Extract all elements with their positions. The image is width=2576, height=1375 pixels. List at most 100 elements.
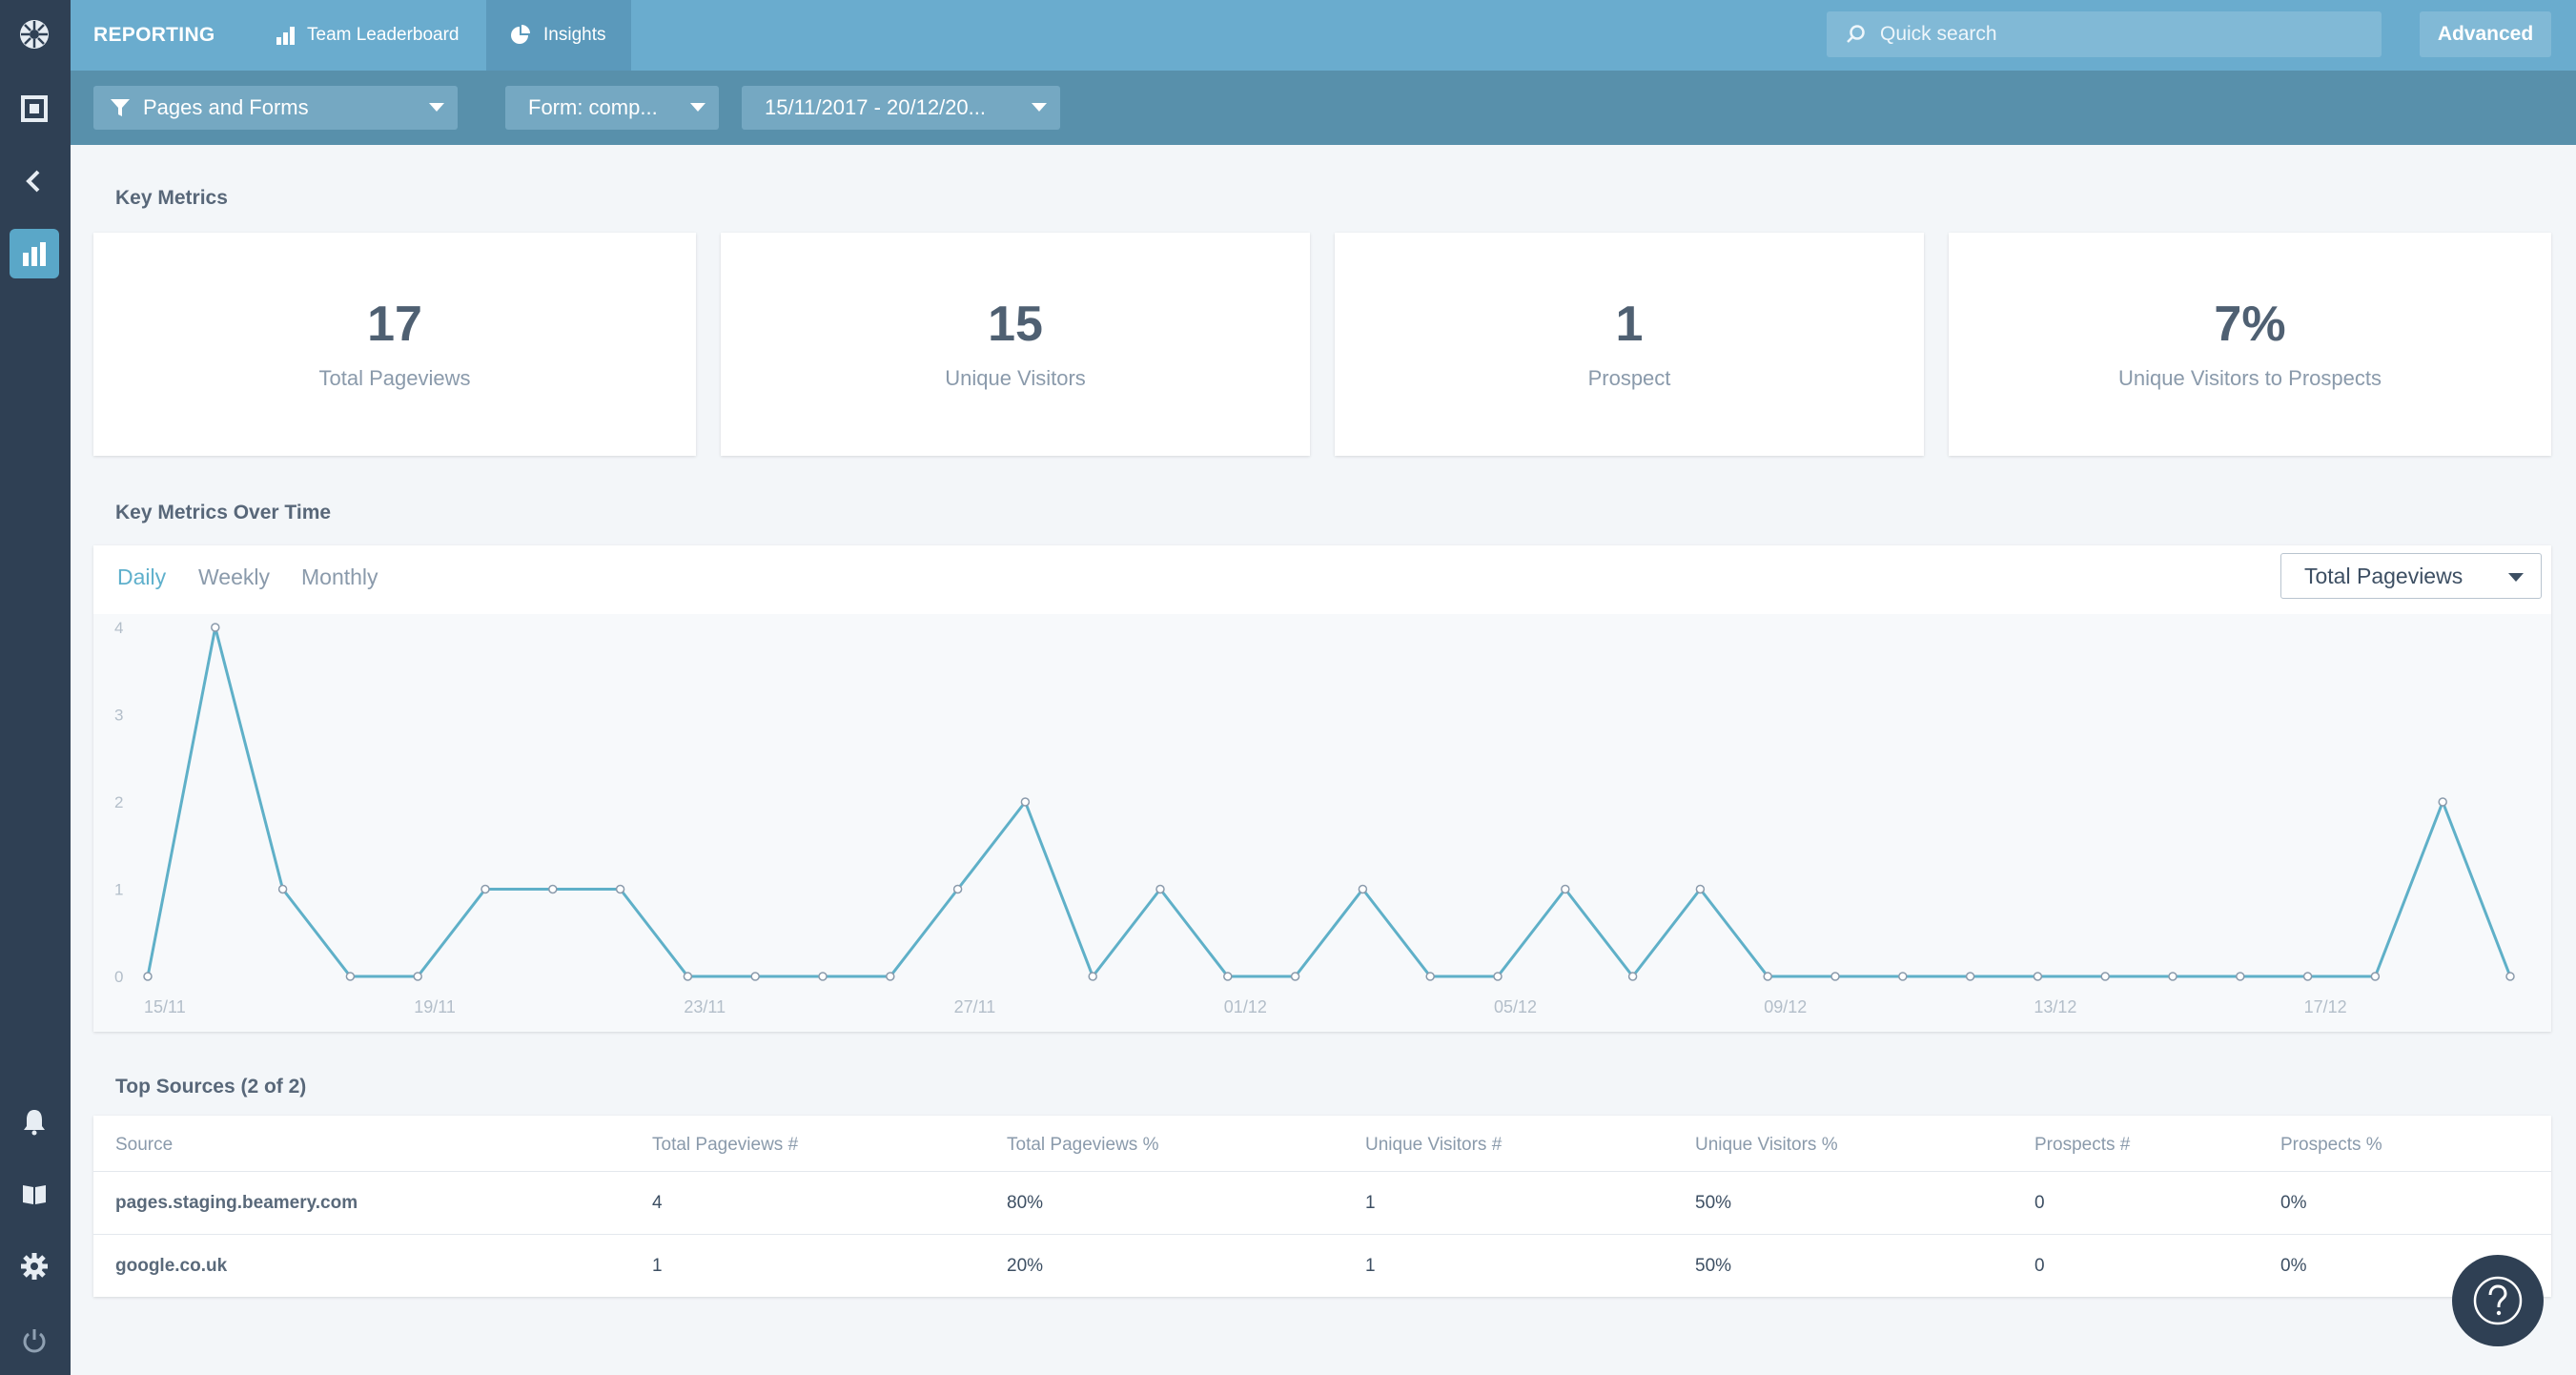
brand-title: REPORTING [93, 24, 215, 46]
collapse-icon[interactable] [10, 156, 59, 206]
table-cell: 50% [1695, 1256, 1732, 1276]
data-point[interactable] [1561, 884, 1570, 894]
y-tick-label: 3 [114, 707, 123, 725]
data-point[interactable] [952, 884, 963, 894]
series-line [146, 626, 2512, 978]
metric-select-value: Total Pageviews [2304, 563, 2464, 588]
gear-icon[interactable] [10, 1242, 59, 1291]
tab-label: Insights [543, 25, 606, 45]
book-icon[interactable] [10, 1169, 59, 1219]
y-tick-label: 4 [114, 619, 123, 637]
column-header: Total Pageviews # [652, 1135, 799, 1155]
data-point[interactable] [1898, 972, 1908, 981]
search-placeholder: Quick search [1880, 23, 1997, 45]
form-filter-dropdown[interactable]: Form: comp... [505, 86, 719, 130]
table-cell: 1 [1365, 1193, 1376, 1213]
x-tick-label: 05/12 [1494, 997, 1537, 1016]
data-point[interactable] [277, 884, 288, 894]
data-point[interactable] [1425, 972, 1435, 981]
type-filter-dropdown[interactable]: Pages and Forms [93, 86, 458, 130]
data-point[interactable] [2505, 972, 2515, 981]
data-point[interactable] [818, 972, 828, 981]
power-icon[interactable] [10, 1316, 59, 1365]
x-tick-label: 17/12 [2304, 997, 2347, 1016]
data-point[interactable] [548, 884, 558, 894]
data-point[interactable] [2302, 972, 2313, 981]
table-cell: 0% [2280, 1193, 2307, 1213]
table-cell: 0 [2034, 1256, 2045, 1276]
data-point[interactable] [1830, 972, 1840, 981]
table-row[interactable]: google.co.uk 1 20% 1 50% 0 0% [93, 1234, 2551, 1297]
logo-icon[interactable] [10, 10, 59, 59]
metric-label: Unique Visitors to Prospects [2118, 366, 2382, 390]
data-point[interactable] [1088, 972, 1097, 981]
tab-team-leaderboard[interactable]: Team Leaderboard [252, 0, 482, 71]
advanced-button[interactable]: Advanced [2420, 11, 2551, 57]
data-point[interactable] [480, 884, 490, 894]
table-cell: 1 [652, 1256, 663, 1276]
square-icon[interactable] [10, 84, 59, 133]
chart-card: Daily Weekly Monthly Total Pageviews 0 1 2… [93, 545, 2551, 1032]
left-rail [0, 0, 71, 1375]
metric-label: Total Pageviews [318, 366, 471, 390]
table-cell: 80% [1007, 1193, 1044, 1213]
data-point[interactable] [1223, 972, 1233, 981]
data-point[interactable] [2100, 972, 2110, 981]
data-point[interactable] [1627, 972, 1638, 981]
metric-card-unique-visitors: 15 Unique Visitors [721, 233, 1310, 456]
data-point[interactable] [2168, 972, 2177, 981]
data-point[interactable] [615, 884, 625, 894]
form-filter-value: Form: comp... [528, 95, 658, 119]
data-point[interactable] [1155, 884, 1165, 894]
data-point[interactable] [211, 623, 220, 632]
top-bar: REPORTING Team Leaderboard Insights Quic… [71, 0, 2576, 71]
data-point[interactable] [1695, 884, 1706, 894]
data-point[interactable] [143, 972, 153, 981]
date-range-dropdown[interactable]: 15/11/2017 - 20/12/20... [742, 86, 1060, 130]
data-point[interactable] [2438, 797, 2447, 807]
tab-monthly[interactable]: Monthly [301, 564, 378, 589]
chevron-down-icon [429, 103, 444, 112]
metric-card-total-pageviews: 17 Total Pageviews [93, 233, 696, 456]
table-cell: 50% [1695, 1193, 1732, 1213]
x-tick-label: 01/12 [1224, 997, 1267, 1016]
date-range-value: 15/11/2017 - 20/12/20... [765, 95, 986, 119]
table-cell: 0% [2280, 1256, 2307, 1276]
data-point[interactable] [1763, 972, 1772, 981]
data-point[interactable] [2236, 972, 2245, 981]
x-tick-label: 15/11 [144, 997, 186, 1016]
tab-label: Team Leaderboard [307, 25, 460, 45]
x-tick-label: 23/11 [684, 997, 726, 1016]
data-point[interactable] [683, 972, 693, 981]
filter-icon [111, 99, 130, 116]
table-cell: 20% [1007, 1256, 1044, 1276]
table-row[interactable]: pages.staging.beamery.com 4 80% 1 50% 0 … [93, 1171, 2551, 1234]
help-button[interactable] [2452, 1255, 2544, 1346]
metric-select-dropdown[interactable]: Total Pageviews [2280, 553, 2542, 599]
column-header: Prospects % [2280, 1135, 2382, 1155]
data-point[interactable] [2033, 972, 2043, 981]
data-point[interactable] [345, 972, 356, 981]
over-time-title: Key Metrics Over Time [115, 502, 332, 523]
data-point[interactable] [413, 972, 422, 981]
tab-weekly[interactable]: Weekly [198, 564, 270, 589]
data-point[interactable] [750, 972, 760, 981]
table-cell: 0 [2034, 1193, 2045, 1213]
analytics-icon[interactable] [10, 229, 59, 278]
data-point[interactable] [886, 972, 895, 981]
metric-card-conversion: 7% Unique Visitors to Prospects [1949, 233, 2551, 456]
x-tick-label: 19/11 [414, 997, 456, 1016]
data-point[interactable] [1493, 972, 1503, 981]
metric-label: Prospect [1587, 366, 1671, 390]
y-tick-label: 0 [114, 968, 123, 986]
data-point[interactable] [1020, 797, 1031, 807]
tab-insights[interactable]: Insights [486, 0, 631, 71]
search-input[interactable]: Quick search [1827, 11, 2382, 57]
data-point[interactable] [1290, 972, 1300, 981]
data-point[interactable] [1965, 972, 1975, 981]
bell-icon[interactable] [10, 1097, 59, 1146]
tab-daily[interactable]: Daily [117, 564, 167, 589]
data-point[interactable] [1358, 884, 1368, 894]
plot-area [93, 614, 2551, 1032]
data-point[interactable] [2370, 972, 2381, 981]
